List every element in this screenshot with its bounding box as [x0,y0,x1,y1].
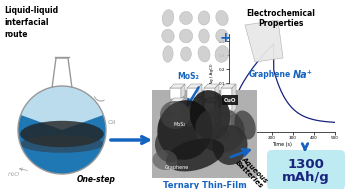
Text: 1300
mAh/g: 1300 mAh/g [282,157,330,184]
Polygon shape [187,102,198,113]
Ellipse shape [157,100,213,160]
Text: Ternary Thin-Film: Ternary Thin-Film [163,180,247,189]
Polygon shape [198,112,202,127]
Polygon shape [187,88,198,99]
Ellipse shape [20,121,104,147]
Ellipse shape [152,150,177,170]
Text: MoS₂: MoS₂ [177,72,199,81]
Polygon shape [232,84,236,99]
Polygon shape [221,116,232,127]
Polygon shape [221,84,236,88]
Polygon shape [204,88,215,99]
Polygon shape [181,112,185,127]
Ellipse shape [199,29,209,43]
X-axis label: Time (s): Time (s) [272,142,292,147]
Ellipse shape [195,107,245,153]
Text: CuₓO: CuₓO [210,132,230,141]
Polygon shape [170,84,185,88]
Text: Electrochemical
Properties: Electrochemical Properties [247,9,316,28]
Ellipse shape [179,12,193,25]
Ellipse shape [162,29,174,43]
Ellipse shape [20,135,104,153]
Polygon shape [181,84,185,99]
Text: H₂O: H₂O [8,173,20,177]
Ellipse shape [234,111,256,139]
Polygon shape [170,98,185,102]
Text: Graphene: Graphene [165,166,189,170]
Ellipse shape [181,47,191,61]
Polygon shape [170,88,181,99]
Polygon shape [221,112,236,116]
Ellipse shape [198,46,210,62]
Text: Aqueous
Batteries: Aqueous Batteries [235,155,269,189]
Text: Liquid-liquid
interfacial
route: Liquid-liquid interfacial route [4,6,58,39]
Polygon shape [187,116,198,127]
Polygon shape [187,98,202,102]
Polygon shape [181,98,185,113]
Ellipse shape [190,90,230,140]
Polygon shape [187,84,202,88]
Polygon shape [204,116,215,127]
Ellipse shape [166,139,224,171]
Ellipse shape [160,101,190,129]
Polygon shape [232,98,236,113]
Polygon shape [170,116,181,127]
Text: CuO: CuO [224,98,236,102]
Ellipse shape [216,29,228,43]
Polygon shape [232,112,236,127]
Ellipse shape [162,10,174,26]
Ellipse shape [155,128,185,163]
Y-axis label: E / V (vs Ag | AgCl): E / V (vs Ag | AgCl) [210,64,214,102]
Polygon shape [204,112,219,116]
Text: Oil: Oil [108,119,117,125]
Polygon shape [221,102,232,113]
Polygon shape [204,84,219,88]
Ellipse shape [198,11,210,25]
Wedge shape [21,86,104,130]
Ellipse shape [216,10,228,26]
Polygon shape [152,90,257,178]
Polygon shape [215,112,219,127]
Polygon shape [245,20,283,62]
FancyBboxPatch shape [267,150,345,189]
Text: MoS₂: MoS₂ [173,122,185,128]
Polygon shape [204,98,219,102]
Text: +: + [219,31,231,45]
Polygon shape [221,98,236,102]
Text: One-step: One-step [77,176,116,184]
Polygon shape [215,98,219,113]
Ellipse shape [213,125,247,165]
Circle shape [18,86,106,174]
Polygon shape [198,84,202,99]
Text: Na⁺: Na⁺ [293,70,313,80]
Ellipse shape [215,46,229,62]
Polygon shape [204,102,215,113]
Polygon shape [198,98,202,113]
Polygon shape [170,102,181,113]
Polygon shape [170,112,185,116]
Polygon shape [187,112,202,116]
Text: Graphene: Graphene [249,70,291,79]
Polygon shape [221,88,232,99]
Polygon shape [215,84,219,99]
Ellipse shape [179,29,193,43]
Ellipse shape [163,46,173,62]
